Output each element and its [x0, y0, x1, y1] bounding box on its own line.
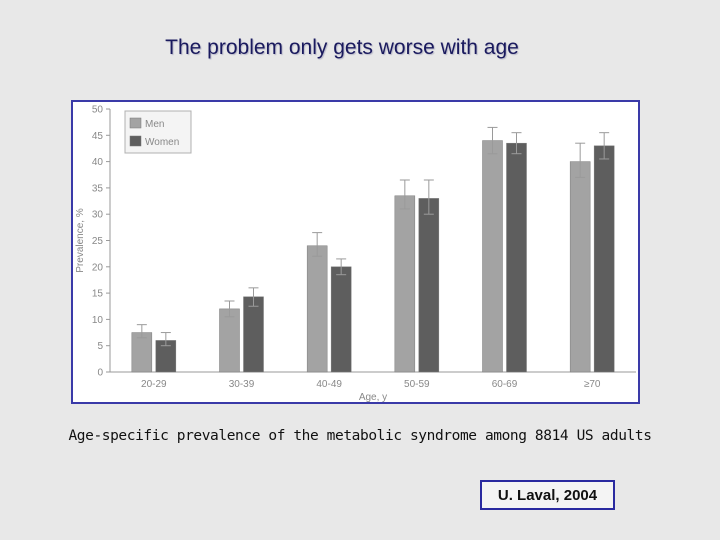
y-tick-label: 10	[92, 315, 104, 326]
legend-swatch-men	[129, 117, 142, 129]
y-tick-label: 40	[92, 157, 104, 168]
bar-men	[569, 161, 591, 373]
bar-men	[394, 195, 416, 373]
x-tick-label: 50-59	[404, 379, 430, 390]
y-tick-label: 25	[92, 236, 104, 247]
x-tick-label: 20-29	[141, 379, 167, 390]
bar-women	[418, 198, 440, 373]
bar-women	[593, 145, 615, 373]
legend-label-men: Men	[145, 119, 164, 130]
slide-title: The problem only gets worse with age	[165, 36, 519, 59]
x-tick-label: 30-39	[229, 379, 255, 390]
y-tick-label: 15	[92, 289, 104, 300]
bar-men	[306, 245, 328, 373]
chart-frame: 0 5 10 15 20 25 30 35 40 45 50 Prevalence, % Age, y 2…	[71, 100, 640, 404]
chart-caption: Age-specific prevalence of the metabolic…	[68, 428, 652, 444]
y-tick-label: 20	[92, 262, 104, 273]
y-tick-label: 50	[92, 105, 104, 116]
y-tick-label: 30	[92, 210, 104, 221]
x-tick-label: 60-69	[492, 379, 518, 390]
legend-label-women: Women	[145, 137, 179, 148]
y-axis-title: Prevalence, %	[75, 208, 86, 273]
x-tick-label: ≥70	[584, 379, 601, 390]
legend-swatch-women	[129, 135, 142, 147]
y-tick-label: 35	[92, 183, 104, 194]
credit-text: U. Laval, 2004	[497, 486, 598, 504]
x-tick-label: 40-49	[316, 379, 342, 390]
bar-chart: 0 5 10 15 20 25 30 35 40 45 50 Prevalence, % Age, y 2…	[75, 105, 636, 402]
credit-box: U. Laval, 2004	[480, 480, 615, 510]
bar-men	[219, 308, 240, 373]
bar-men	[482, 140, 503, 373]
y-tick-label: 45	[92, 131, 104, 142]
bar-women	[330, 266, 352, 373]
x-axis-title: Age, y	[359, 392, 387, 402]
y-tick-label: 0	[97, 368, 103, 379]
bar-men	[131, 332, 153, 373]
bar-women	[506, 142, 527, 373]
y-tick-label: 5	[97, 341, 103, 352]
bar-women	[243, 296, 264, 373]
